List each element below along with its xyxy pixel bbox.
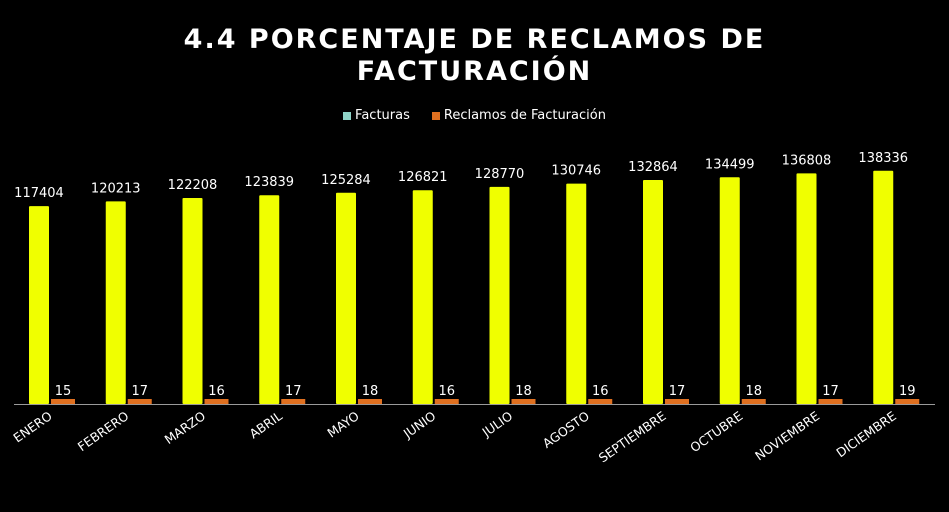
x-tick-label: FEBRERO	[75, 408, 132, 454]
data-label-facturas: 132864	[628, 160, 678, 175]
x-tick-label: OCTUBRE	[687, 408, 745, 455]
data-label-reclamos: 16	[592, 384, 609, 399]
data-label-facturas: 123839	[244, 175, 294, 190]
data-label-facturas: 138336	[858, 151, 908, 166]
data-label-facturas: 122208	[168, 178, 218, 193]
x-tick-label: DICIEMBRE	[833, 408, 899, 460]
data-label-reclamos: 16	[438, 384, 455, 399]
data-label-facturas: 134499	[705, 157, 755, 172]
bar-reclamos	[895, 399, 920, 404]
chart-legend: Facturas Reclamos de Facturación	[0, 108, 949, 123]
bar-facturas	[29, 206, 49, 404]
bar-reclamos	[434, 399, 459, 404]
legend-swatch-reclamos	[431, 111, 440, 120]
bar-reclamos	[665, 399, 689, 404]
data-label-facturas: 128770	[475, 167, 525, 182]
x-tick-label: AGOSTO	[540, 408, 592, 451]
data-label-reclamos: 15	[55, 384, 72, 399]
data-label-reclamos: 18	[745, 384, 762, 399]
bar-reclamos	[204, 399, 229, 404]
x-tick-label: JUNIO	[400, 408, 439, 441]
data-label-reclamos: 17	[285, 384, 302, 399]
data-label-facturas: 120213	[91, 181, 141, 196]
bar-facturas	[182, 197, 203, 404]
legend-item-facturas: Facturas	[343, 108, 410, 123]
data-label-facturas: 136808	[782, 153, 832, 168]
bar-reclamos	[818, 399, 843, 404]
x-tick-label: SEPTIEMBRE	[596, 408, 669, 465]
bar-facturas	[873, 170, 894, 404]
chart-title-line-2: FACTURACIÓN	[356, 56, 593, 87]
bar-facturas	[105, 201, 126, 404]
bar-reclamos	[51, 399, 75, 404]
bar-reclamos	[358, 399, 382, 404]
bar-facturas	[719, 177, 740, 404]
chart-title-line-1: 4.4 PORCENTAJE DE RECLAMOS DE	[183, 24, 766, 55]
bar-reclamos	[588, 399, 613, 404]
data-label-facturas: 117404	[14, 186, 64, 201]
bar-facturas	[489, 186, 510, 404]
x-tick-label: JULIO	[478, 408, 515, 440]
data-label-reclamos: 17	[131, 384, 148, 399]
legend-swatch-facturas	[343, 111, 352, 120]
bar-facturas	[796, 173, 817, 404]
data-label-reclamos: 18	[515, 384, 532, 399]
x-tick-label: MARZO	[162, 408, 209, 447]
data-label-facturas: 126821	[398, 170, 448, 185]
bar-facturas	[259, 195, 280, 404]
legend-label-facturas: Facturas	[355, 108, 410, 123]
data-label-facturas: 130746	[551, 164, 601, 179]
data-label-reclamos: 17	[822, 384, 839, 399]
bar-reclamos	[741, 399, 766, 404]
data-label-reclamos: 19	[899, 384, 916, 399]
bar-facturas	[336, 192, 356, 404]
data-label-facturas: 125284	[321, 173, 371, 188]
x-tick-label: ENERO	[10, 408, 55, 445]
x-tick-label: NOVIEMBRE	[752, 408, 822, 463]
data-label-reclamos: 16	[208, 384, 225, 399]
bar-reclamos	[511, 399, 536, 404]
data-label-reclamos: 18	[362, 384, 379, 399]
bar-facturas	[566, 183, 587, 404]
legend-item-reclamos: Reclamos de Facturación	[431, 108, 606, 123]
data-label-reclamos: 17	[669, 384, 686, 399]
bar-reclamos	[127, 399, 152, 404]
x-tick-label: ABRIL	[246, 408, 285, 441]
bar-facturas	[412, 190, 433, 404]
bar-reclamos	[281, 399, 306, 404]
bar-facturas	[643, 180, 663, 404]
x-tick-label: MAYO	[324, 408, 362, 441]
legend-label-reclamos: Reclamos de Facturación	[443, 108, 606, 123]
